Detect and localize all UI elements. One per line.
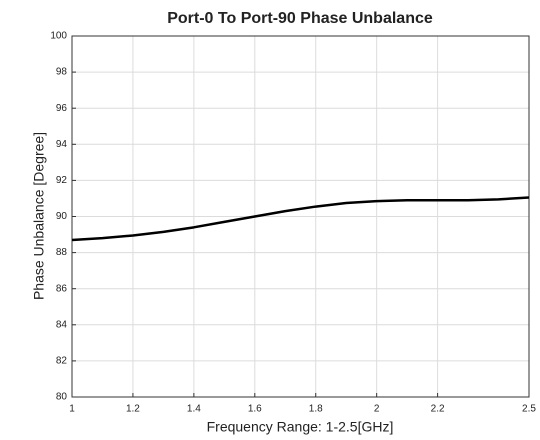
y-tick-label: 84 bbox=[56, 319, 68, 330]
data-line bbox=[71, 196, 530, 242]
chart-title: Port-0 To Port-90 Phase Unbalance bbox=[167, 10, 433, 27]
y-tick-label: 92 bbox=[56, 175, 68, 186]
y-tick-label: 94 bbox=[56, 139, 68, 150]
x-tick-label: 2 bbox=[374, 404, 380, 415]
x-tick-label: 1 bbox=[69, 404, 75, 415]
y-tick-label: 98 bbox=[56, 67, 68, 78]
x-tick-label: 2.5 bbox=[522, 404, 536, 415]
y-axis-label: Phase Unbalance [Degree] bbox=[31, 132, 47, 300]
y-tick-label: 96 bbox=[56, 103, 68, 114]
y-tick-label: 80 bbox=[56, 392, 68, 403]
x-axis-label: Frequency Range: 1-2.5[GHz] bbox=[207, 419, 394, 435]
x-tick-label: 2.2 bbox=[431, 404, 445, 415]
x-tick-label: 1.4 bbox=[187, 404, 201, 415]
x-tick-label: 1.6 bbox=[248, 404, 262, 415]
y-tick-label: 100 bbox=[50, 31, 67, 42]
plot-frame bbox=[71, 35, 530, 398]
y-tick-label: 82 bbox=[56, 356, 68, 367]
y-tick-label: 90 bbox=[56, 211, 68, 222]
x-tick-label: 1.8 bbox=[309, 404, 323, 415]
y-tick-label: 88 bbox=[56, 247, 68, 258]
y-tick-label: 86 bbox=[56, 283, 68, 294]
x-tick-label: 1.2 bbox=[126, 404, 140, 415]
